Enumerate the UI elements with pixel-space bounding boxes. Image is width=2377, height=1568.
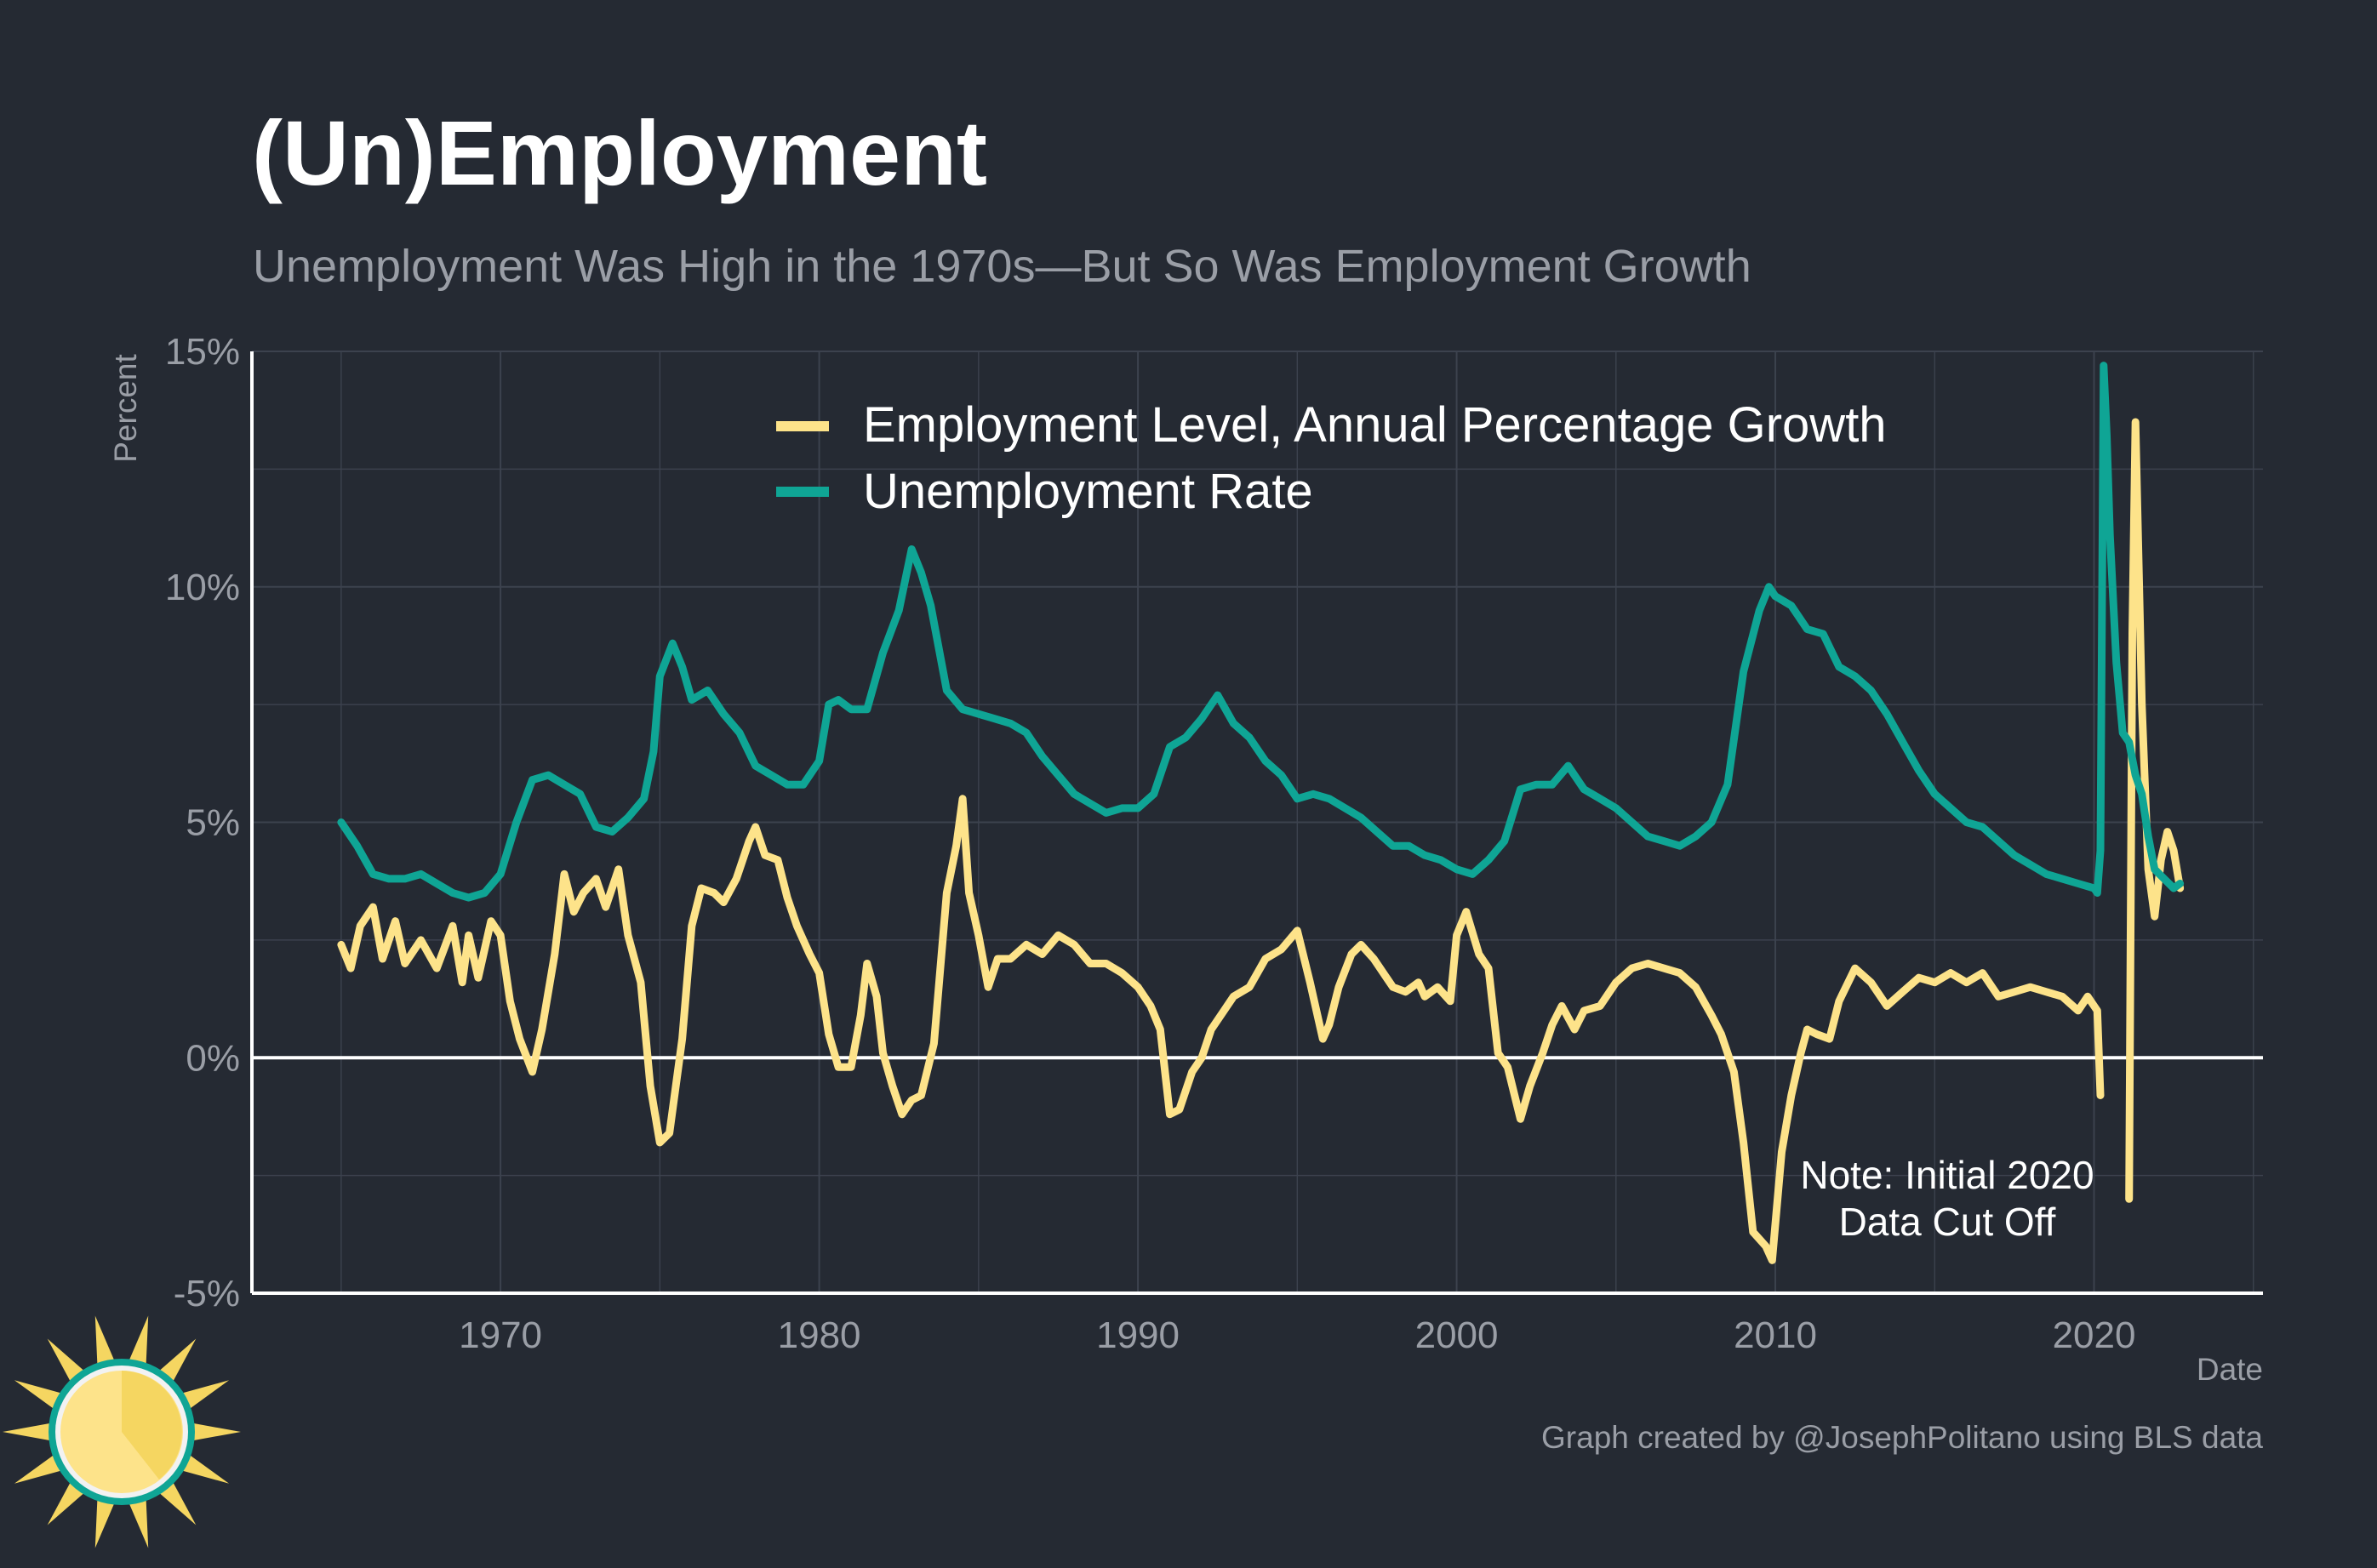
- y-tick-label: 15%: [165, 331, 240, 373]
- y-tick-label: 10%: [165, 567, 240, 608]
- x-tick-label: 1990: [1096, 1314, 1180, 1356]
- sun-ray: [180, 1380, 230, 1411]
- y-axis-label: Percent: [108, 354, 143, 463]
- x-axis-label: Date: [2197, 1352, 2263, 1387]
- series-line-employment: [337, 418, 2185, 1264]
- chart-subtitle: Unemployment Was High in the 1970s—But S…: [253, 241, 1751, 292]
- sun-ray: [47, 1338, 86, 1384]
- x-tick-label: 1980: [778, 1314, 861, 1356]
- x-tick-label: 1970: [459, 1314, 542, 1356]
- source-caption: Graph created by @JosephPolitano using B…: [1541, 1420, 2263, 1455]
- y-tick-label: -5%: [174, 1273, 240, 1314]
- sun-logo: [3, 1315, 241, 1548]
- sun-ray: [180, 1453, 230, 1484]
- tick-labels: -5% 0% 5% 10% 15% 1970 1980 1990 2000 2010 2020: [165, 331, 2136, 1356]
- sun-ray: [14, 1453, 64, 1484]
- y-tick-label: 5%: [186, 802, 240, 844]
- x-tick-label: 2010: [1734, 1314, 1817, 1356]
- sun-ray: [157, 1480, 197, 1525]
- sun-ray: [157, 1338, 197, 1384]
- y-tick-label: 0%: [186, 1037, 240, 1079]
- sun-ray: [128, 1315, 149, 1367]
- sun-ray: [191, 1423, 241, 1441]
- x-tick-label: 2020: [2053, 1314, 2136, 1356]
- grid-lines: [252, 351, 2263, 1294]
- sun-ray: [94, 1497, 116, 1548]
- sun-ray: [128, 1497, 149, 1548]
- sun-ray: [94, 1315, 116, 1367]
- plot-series: [337, 362, 2185, 1264]
- sun-wedge: [122, 1371, 182, 1480]
- sun-ray: [14, 1380, 64, 1411]
- annotation-note: Note: Initial 2020 Data Cut Off: [1800, 1153, 2094, 1244]
- series-line-unemployment: [337, 362, 2185, 902]
- sun-ray: [3, 1423, 53, 1441]
- annotation-line-1: Note: Initial 2020: [1800, 1153, 2094, 1197]
- legend: Employment Level, Annual Percentage Grow…: [776, 397, 1887, 519]
- x-tick-label: 2000: [1415, 1314, 1499, 1356]
- axes: [250, 351, 2263, 1295]
- sun-rays: [3, 1315, 241, 1548]
- sun-ray: [47, 1480, 86, 1525]
- chart-title: (Un)Employment: [252, 101, 987, 204]
- legend-label-unemployment: Unemployment Rate: [863, 464, 1313, 519]
- legend-label-employment: Employment Level, Annual Percentage Grow…: [863, 397, 1887, 453]
- annotation-line-2: Data Cut Off: [1839, 1200, 2056, 1244]
